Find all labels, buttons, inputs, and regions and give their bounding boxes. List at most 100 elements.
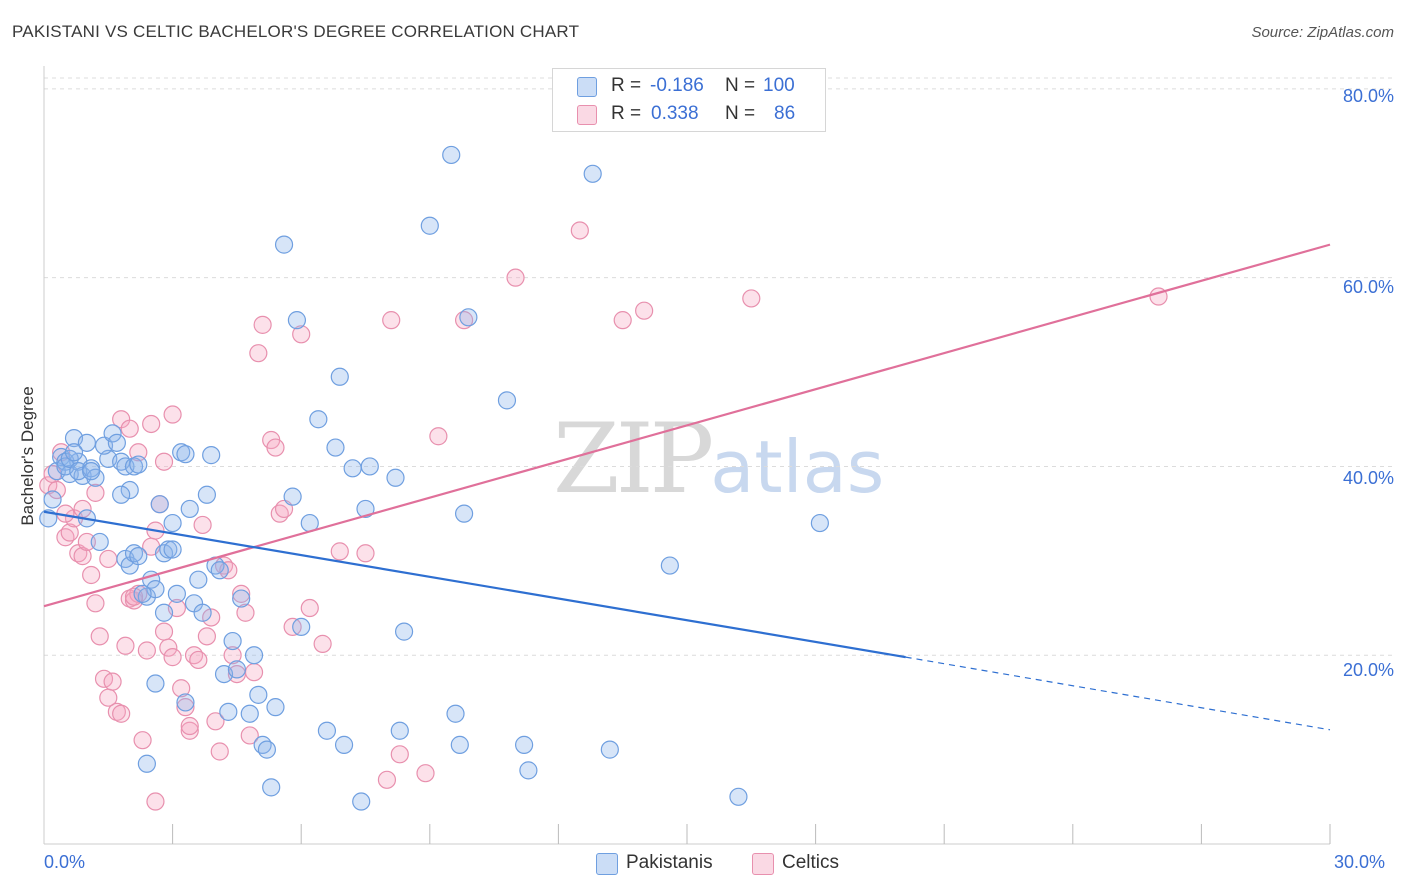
celtics-point (99, 549, 118, 569)
celtics-point (206, 712, 225, 731)
celtics-point (193, 515, 212, 535)
celtics-point (146, 792, 165, 811)
pakistanis-point (163, 540, 182, 559)
celtics-point (300, 598, 319, 618)
celtics-point (266, 438, 285, 457)
celtics-point (47, 480, 66, 500)
pakistanis-point (43, 490, 62, 509)
celtics-point (172, 679, 191, 698)
celtics-point (236, 603, 255, 622)
legend-n-label: N = (725, 75, 761, 96)
celtics-point (142, 414, 161, 434)
celtics-point (180, 716, 199, 736)
legend-swatch-blue (577, 77, 597, 97)
celtics-point (86, 594, 105, 613)
pakistanis-point (274, 235, 294, 254)
celtics-point (189, 650, 208, 670)
celtics-point (39, 476, 58, 495)
celtics-point (570, 221, 589, 240)
celtics-point (176, 698, 195, 717)
pakistanis-point (107, 433, 126, 452)
pakistanis-point (326, 438, 345, 457)
legend-n-label: N = (725, 103, 761, 124)
legend-r-label: R = (611, 75, 647, 96)
legend-r-value: 0.338 (651, 103, 699, 124)
legend-r-value: -0.186 (650, 75, 704, 96)
pakistanis-point (103, 424, 122, 443)
celtics-point (742, 289, 761, 308)
pakistanis-point (154, 603, 174, 622)
pakistanis-point (112, 485, 131, 504)
y-tick-label-80: 80.0% (1342, 86, 1394, 106)
celtics-point (116, 636, 135, 655)
source-label: Source: ZipAtlas.com (1251, 24, 1394, 41)
pakistanis-point (197, 485, 216, 504)
pakistanis-point (442, 145, 461, 165)
axes (43, 66, 1331, 845)
pakistanis-point (446, 704, 465, 723)
pakistanis-point (287, 311, 307, 330)
celtics-point (103, 672, 122, 691)
celtics-point (223, 646, 242, 665)
pakistanis-point (232, 589, 251, 608)
pakistanis-point (729, 787, 748, 806)
pakistanis-point (386, 468, 405, 487)
trend-lines (43, 243, 1331, 731)
celtics-point (253, 315, 272, 334)
watermark-zip: ZIP (553, 403, 714, 515)
pakistanis-point (352, 792, 371, 811)
celtics-point (202, 608, 221, 627)
pakistanis-point (219, 702, 238, 721)
pakistanis-point (176, 693, 195, 712)
pakistanis-point (202, 446, 221, 465)
pakistanis-point (223, 631, 242, 651)
celtics-point (154, 452, 174, 471)
celtics-point (416, 764, 435, 783)
pakistanis-point (167, 584, 186, 603)
pakistanis-point (390, 721, 409, 740)
celtics-point (244, 663, 264, 682)
celtics-point (154, 622, 174, 641)
pakistanis-point (146, 674, 165, 693)
pakistanis-point (583, 164, 602, 183)
pakistanis-point (360, 457, 379, 476)
celtics-point (197, 627, 216, 646)
y-tick-label-40: 40.0% (1342, 468, 1394, 488)
pakistanis-point (810, 513, 829, 533)
pakistanis-point (450, 735, 469, 754)
pakistanis-point (266, 698, 285, 717)
celtics-point (356, 544, 375, 563)
celtics-point (60, 523, 79, 542)
pakistanis-point (227, 660, 246, 679)
celtics-point (506, 268, 525, 287)
celtics-point (613, 311, 632, 330)
watermark-atlas: atlas (710, 425, 885, 509)
pakistanis-point (133, 584, 152, 603)
pakistanis-point (356, 499, 375, 519)
legend-r-label: R = (611, 103, 647, 124)
celtics-point (133, 731, 152, 750)
pakistanis-point (150, 495, 169, 514)
y-tick-label-20: 20.0% (1342, 660, 1394, 680)
pakistanis-point (82, 462, 101, 481)
celtics-point (240, 726, 259, 745)
y-axis-label: Bachelor's Degree (18, 386, 37, 526)
pakistanis-trend-extension (905, 656, 1331, 731)
celtics-point (73, 547, 92, 566)
pakistanis-point (343, 459, 362, 478)
pakistanis-point (394, 622, 414, 641)
pakistanis-point (515, 735, 534, 754)
celtics-point (137, 641, 156, 660)
legend-swatch-pink (577, 105, 597, 125)
pakistanis-point (189, 570, 208, 589)
pakistanis-point (244, 646, 264, 665)
pakistanis-point (176, 445, 195, 464)
legend-n-value: 86 (774, 103, 796, 124)
stats-legend: R = -0.186 N = 100 R = 0.338 N = 86 (552, 68, 826, 132)
celtics-point (163, 648, 182, 667)
celtics-point (163, 405, 182, 424)
bottom-legend-label: Celtics (782, 852, 840, 873)
celtics-point (112, 704, 131, 723)
celtics-point (382, 311, 401, 330)
